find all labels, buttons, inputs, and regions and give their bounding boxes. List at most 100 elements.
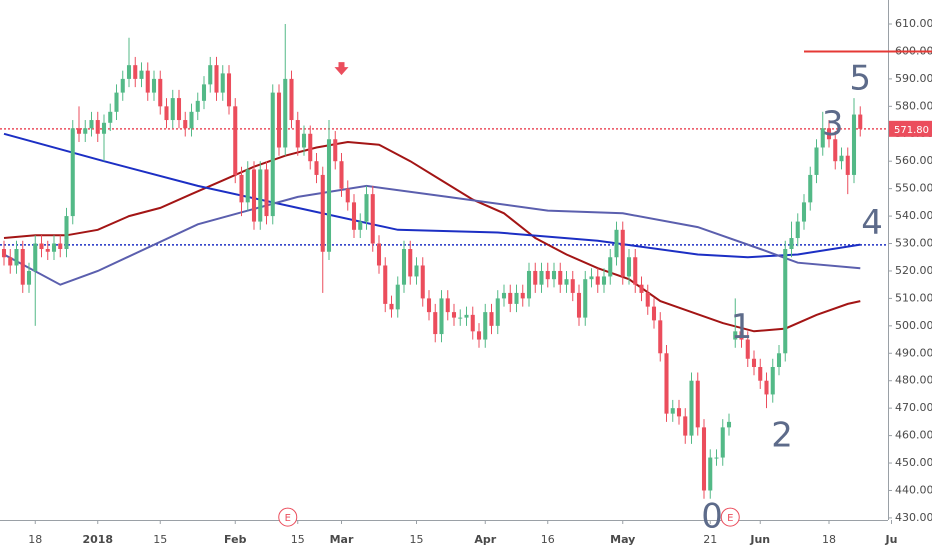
y-tick-label: 520.00 xyxy=(895,264,932,277)
candle-body xyxy=(570,279,575,293)
candle-body xyxy=(364,194,369,222)
candle-body xyxy=(1,249,7,258)
candle-body xyxy=(739,331,744,340)
candle-body xyxy=(70,128,75,217)
candle-body xyxy=(89,120,94,129)
candle-body xyxy=(751,358,757,367)
candle-body xyxy=(789,238,794,250)
candle-body xyxy=(464,314,469,318)
candle-body xyxy=(826,128,832,140)
candle-body xyxy=(33,243,38,271)
candle-body xyxy=(201,84,207,101)
candle-body xyxy=(314,161,319,175)
candle-body xyxy=(126,65,132,79)
candle-body xyxy=(626,257,632,277)
candle-body xyxy=(139,70,144,79)
candle-body xyxy=(114,92,119,112)
y-tick-label: 550.00 xyxy=(895,182,932,195)
plot xyxy=(0,24,888,499)
candle-body xyxy=(608,257,613,277)
candle-body xyxy=(8,257,13,266)
candle-body xyxy=(670,408,675,414)
candle-body xyxy=(226,73,232,107)
candle-body xyxy=(589,276,594,280)
candle-body xyxy=(701,427,707,491)
candle-body xyxy=(401,249,407,285)
candle-body xyxy=(520,292,525,299)
candle-body xyxy=(170,98,175,121)
candle-body xyxy=(276,92,282,148)
candle-body xyxy=(651,306,657,321)
candle-body xyxy=(51,243,57,252)
candle-body xyxy=(558,270,563,285)
candle-body xyxy=(795,221,800,239)
candle-body xyxy=(108,111,113,123)
candle-body xyxy=(783,249,788,354)
y-tick-label: 500.00 xyxy=(895,319,932,332)
candle-body xyxy=(726,421,732,428)
candle-body xyxy=(351,202,357,230)
y-tick-label: 580.00 xyxy=(895,99,932,112)
earnings-label: E xyxy=(727,513,733,524)
candle-body xyxy=(101,122,107,134)
candle-body xyxy=(764,380,769,395)
y-tick-label: 450.00 xyxy=(895,456,932,469)
x-tick-label: 18 xyxy=(822,533,836,546)
moving-average-line xyxy=(3,132,861,259)
candle-body xyxy=(451,312,457,318)
candle-body xyxy=(458,317,463,319)
candle-body xyxy=(345,188,350,203)
candle-body xyxy=(270,92,275,217)
moving-average-line xyxy=(3,140,861,333)
x-tick-label: Feb xyxy=(224,533,247,546)
axis-panel xyxy=(888,0,932,550)
earnings-marker xyxy=(720,507,740,527)
wave-label: 3 xyxy=(822,104,844,144)
candle-body xyxy=(83,128,88,134)
candle-body xyxy=(26,270,32,285)
candle-body xyxy=(858,114,863,129)
candle-body xyxy=(295,120,300,148)
candle-body xyxy=(426,298,432,313)
y-tick-label: 460.00 xyxy=(895,429,932,442)
x-tick-label: 18 xyxy=(28,533,42,546)
candle-body xyxy=(720,427,725,458)
candle-body xyxy=(183,120,188,129)
candle-body xyxy=(64,216,69,250)
candle-body xyxy=(514,292,519,304)
candle-body xyxy=(376,243,382,266)
candle-body xyxy=(214,65,219,93)
last-price-label: 571.80 xyxy=(894,125,929,136)
candle-body xyxy=(551,270,557,280)
y-tick-label: 560.00 xyxy=(895,154,932,167)
candle-body xyxy=(283,78,288,148)
candle-body xyxy=(339,161,344,189)
candle-body xyxy=(333,139,338,162)
candle-body xyxy=(133,65,138,79)
candle-body xyxy=(245,169,250,203)
candle-body xyxy=(601,276,607,285)
x-tick-label: May xyxy=(610,533,635,546)
candle-body xyxy=(689,380,694,436)
candle-body xyxy=(358,221,363,230)
candle-body xyxy=(145,70,150,93)
wave-label: 5 xyxy=(849,58,871,98)
candle-body xyxy=(20,249,25,285)
candle-body xyxy=(439,298,444,335)
candle-body xyxy=(395,284,400,310)
candle-body xyxy=(676,408,682,417)
x-tick-label: Mar xyxy=(330,533,354,546)
candle-body xyxy=(95,120,100,134)
candle-body xyxy=(76,128,82,134)
candle-body xyxy=(526,270,532,299)
candle-body xyxy=(733,331,738,340)
x-tick-label: 15 xyxy=(153,533,167,546)
candle-body xyxy=(408,249,413,277)
y-tick-label: 590.00 xyxy=(895,72,932,85)
candle-body xyxy=(239,174,244,203)
candle-body xyxy=(620,229,625,277)
candle-body xyxy=(633,257,638,285)
candle-body xyxy=(708,457,713,491)
wave-label: 2 xyxy=(771,415,793,455)
y-tick-label: 480.00 xyxy=(895,374,932,387)
